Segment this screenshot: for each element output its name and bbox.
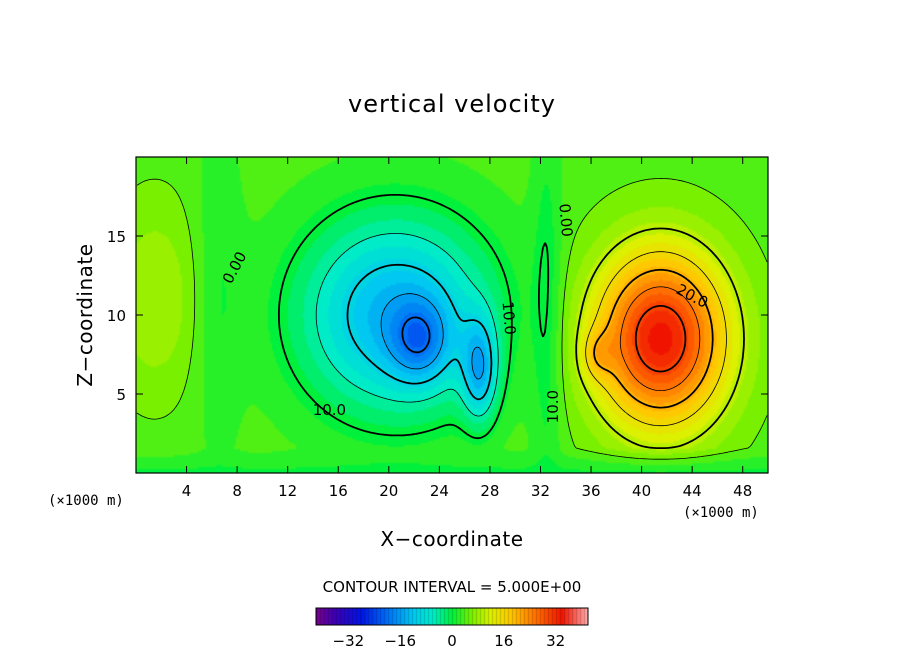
x-tick-label: 16	[329, 482, 348, 500]
x-tick-label: 32	[531, 482, 550, 500]
colorbar-tick-label: −16	[384, 632, 416, 650]
x-unit-left: (×1000 m)	[48, 493, 124, 509]
contour-line-25	[619, 286, 701, 391]
colorbar-tick-label: 32	[546, 632, 565, 650]
colorbar-ticks: −32 −16 0 16 32	[333, 632, 566, 650]
x-tick-label: 20	[379, 482, 398, 500]
y-tick-label: 15	[107, 228, 126, 246]
contour-line-15	[585, 251, 727, 427]
contour-lines	[136, 178, 768, 460]
contour-line-neg5	[315, 233, 499, 417]
x-tick-label: 8	[232, 482, 242, 500]
y-tick-label: 5	[116, 386, 126, 404]
contour-label: 10.0	[313, 401, 346, 419]
contour-line-30	[634, 305, 687, 373]
x-tick-label: 36	[581, 482, 600, 500]
x-axis-label: X−coordinate	[380, 527, 523, 551]
contour-line-0	[278, 194, 550, 440]
chart-title: vertical velocity	[348, 90, 556, 118]
contour-line-5	[136, 178, 768, 460]
contour-line-20	[593, 268, 714, 409]
contour-label: 10.0	[498, 301, 519, 336]
contour-interval-text: CONTOUR INTERVAL = 5.000E+00	[323, 578, 582, 596]
x-unit-right: (×1000 m)	[683, 505, 759, 521]
colorbar-tick-label: 16	[494, 632, 513, 650]
x-tick-label: 40	[632, 482, 651, 500]
x-tick-label: 24	[430, 482, 449, 500]
contour-line-10	[575, 227, 745, 449]
contour-label: 0.00	[555, 203, 576, 238]
contour-line-neg20	[401, 316, 431, 354]
contour-line-neg10	[346, 263, 493, 401]
contour-line-neg15	[380, 293, 485, 380]
x-tick-label: 48	[733, 482, 752, 500]
x-axis-ticks: 4 8 12 16 20 24 28 32 36 40 44 48	[182, 157, 752, 500]
y-axis-label: Z−coordinate	[73, 243, 97, 386]
colorbar	[316, 608, 588, 625]
x-tick-label: 12	[278, 482, 297, 500]
y-tick-label: 10	[107, 307, 126, 325]
y-axis-ticks: 5 10 15	[107, 228, 768, 404]
x-tick-label: 44	[683, 482, 702, 500]
x-tick-label: 28	[480, 482, 499, 500]
x-tick-label: 4	[182, 482, 192, 500]
colorbar-tick-label: 0	[447, 632, 457, 650]
contour-label: 10.0	[544, 390, 562, 423]
colorbar-frame	[315, 607, 589, 626]
colorbar-tick-label: −32	[333, 632, 365, 650]
